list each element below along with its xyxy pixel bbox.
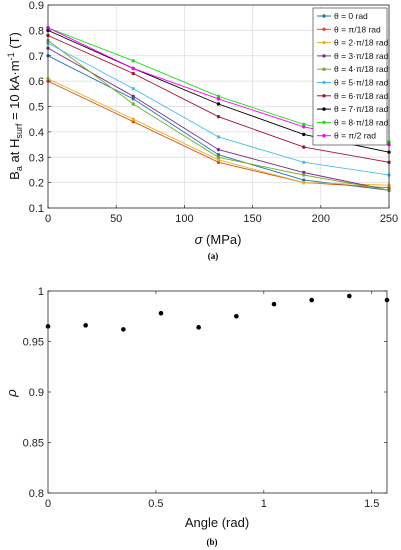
data-point: [121, 327, 126, 332]
chart-a: 0.1 0.2 0.3 0.4 0.5 0.6 0.7 0.8 0.9 0 50 100 150 200…: [6, 0, 398, 261]
y-tick-label: 0.5: [29, 102, 44, 114]
data-point: [216, 94, 221, 99]
data-point: [158, 310, 164, 316]
x-tick-label: 1.5: [364, 498, 379, 510]
y-ticks-b: 0.8 0.85 0.9 0.95 1: [23, 286, 387, 500]
data-point: [83, 323, 88, 328]
legend-swatch-marker: [322, 80, 326, 85]
x-tick-label: 100: [175, 213, 193, 225]
data-point: [131, 71, 135, 76]
data-point: [302, 160, 306, 165]
chart-b: 0.8 0.85 0.9 0.95 1 0 0.5 1 1.5 ρ Angle (rad) (…: [4, 286, 390, 547]
data-point: [216, 155, 221, 159]
x-tick-label: 250: [380, 213, 398, 225]
data-point: [302, 125, 306, 129]
data-point: [131, 102, 135, 106]
series-markers-b: [45, 293, 390, 332]
data-point: [216, 158, 221, 162]
data-point: [216, 97, 221, 101]
y-tick-label: 0.8: [29, 25, 44, 37]
y-tick-label: 0.6: [29, 76, 44, 88]
data-point: [302, 173, 306, 177]
data-point: [131, 94, 135, 99]
legend-entry: θ = 7·π/18 rad: [334, 104, 389, 114]
x-tick-label: 150: [243, 213, 261, 225]
data-point: [234, 313, 239, 319]
y-tick-label: 0.7: [29, 51, 44, 63]
legend-entry: θ = 8·π/18 rad: [334, 117, 389, 127]
data-point: [131, 97, 135, 101]
legend-a: θ = 0 rad θ = π/18 rad θ = 2·π/18 rad θ = 3…: [312, 7, 389, 146]
legend-swatch-marker: [322, 14, 326, 18]
legend-entry: θ = 0 rad: [334, 11, 368, 21]
data-point: [131, 59, 135, 63]
data-point: [196, 325, 201, 330]
y-tick-label: 0.8: [29, 488, 44, 500]
caption-a: (a): [208, 251, 219, 261]
x-tick-label: 0: [45, 213, 51, 225]
x-tick-label: 0: [45, 498, 51, 510]
data-point: [271, 301, 277, 307]
x-ticks-b: 0 0.5 1 1.5: [45, 291, 379, 510]
y-axis-label-a: Ba at Hsurf = 10 kA·m-1 (T): [6, 32, 24, 180]
y-axis-label-b: ρ: [4, 389, 19, 398]
data-point: [347, 293, 352, 299]
legend-entry: θ = π/2 rad: [334, 131, 376, 141]
legend-swatch-marker: [322, 67, 326, 71]
y-tick-label: 0.4: [29, 127, 44, 139]
plot-area-b: [48, 291, 387, 493]
legend-swatch-marker: [322, 107, 326, 111]
data-point: [131, 117, 135, 121]
x-tick-label: 200: [312, 213, 330, 225]
data-point: [302, 170, 306, 175]
data-point: [302, 132, 306, 137]
x-tick-label: 0.5: [148, 498, 163, 510]
caption-b: (b): [207, 537, 218, 547]
x-tick-label: 1: [261, 498, 267, 510]
data-point: [302, 122, 306, 126]
data-point: [302, 180, 306, 185]
y-tick-label: 0.95: [23, 337, 44, 349]
legend-entry: θ = 3·π/18 rad: [334, 51, 389, 61]
legend-entry: θ = 6·π/18 rad: [334, 91, 389, 101]
x-axis-label-b: Angle (rad): [185, 515, 249, 530]
y-tick-label: 1: [38, 286, 44, 298]
data-point: [309, 297, 314, 303]
y-tick-label: 0.1: [29, 203, 44, 215]
data-point: [302, 178, 306, 182]
data-point: [216, 147, 221, 152]
legend-swatch-marker: [322, 134, 326, 138]
legend-entry: θ = 5·π/18 rad: [334, 78, 389, 88]
data-point: [131, 66, 135, 71]
x-axis-label-a: σ (MPa): [195, 232, 242, 247]
y-tick-label: 0.2: [29, 178, 44, 190]
data-point: [302, 145, 306, 149]
y-tick-label: 0.9: [29, 387, 44, 399]
y-ticks-a: 0.1 0.2 0.3 0.4 0.5 0.6 0.7 0.8 0.9: [29, 0, 51, 215]
data-point: [216, 114, 221, 119]
data-point: [131, 120, 135, 124]
legend-swatch-marker: [322, 120, 326, 125]
data-point: [216, 102, 221, 106]
data-point: [216, 153, 221, 157]
legend-entry: θ = π/18 rad: [334, 24, 381, 34]
data-point: [131, 87, 135, 91]
y-tick-label: 0.9: [29, 0, 44, 12]
legend-swatch-marker: [322, 94, 326, 98]
y-tick-label: 0.85: [23, 438, 44, 450]
x-tick-label: 50: [110, 213, 122, 225]
legend-entry: θ = 2·π/18 rad: [334, 38, 389, 48]
x-ticks-a: 0 50 100 150 200 250: [45, 205, 398, 225]
legend-swatch-marker: [322, 54, 326, 58]
legend-swatch-marker: [322, 27, 326, 31]
legend-swatch-marker: [322, 40, 326, 45]
data-point: [216, 160, 221, 165]
y-tick-label: 0.3: [29, 152, 44, 164]
legend-entry: θ = 4·π/18 rad: [334, 64, 389, 74]
data-point: [216, 135, 221, 139]
